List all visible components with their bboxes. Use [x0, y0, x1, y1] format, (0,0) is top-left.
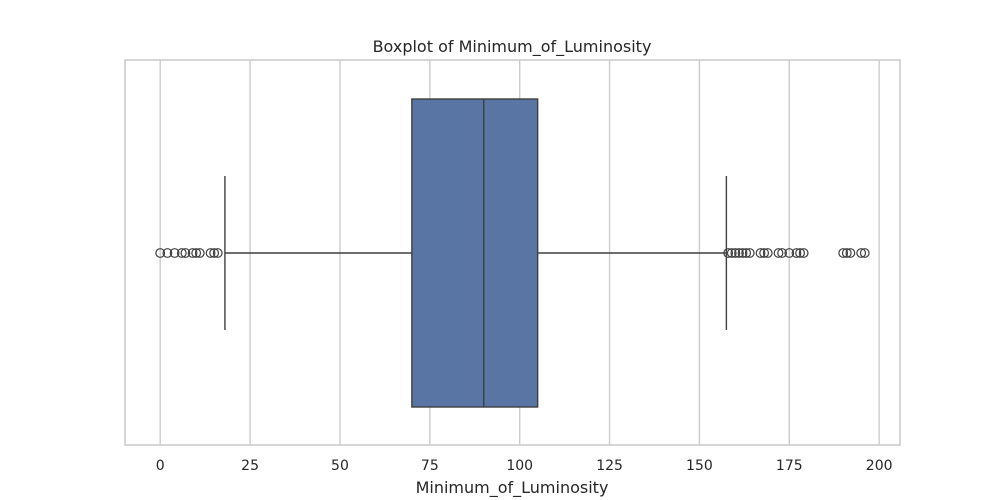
outlier-point	[734, 248, 744, 258]
outlier-point	[737, 248, 748, 258]
x-tick-label-75: 75	[421, 458, 439, 474]
outlier-point	[791, 248, 802, 258]
plot-frame	[124, 59, 901, 446]
outlier-point	[162, 248, 173, 258]
outlier-point	[798, 248, 809, 258]
outlier-point	[169, 248, 180, 258]
outlier-point	[155, 248, 166, 258]
outlier-point	[762, 248, 773, 258]
x-tick-label-175: 175	[776, 458, 803, 474]
iqr-box	[411, 98, 539, 408]
outlier-point	[212, 248, 223, 258]
outlier-point	[845, 248, 856, 258]
outlier-point	[777, 248, 787, 258]
outlier-point	[741, 248, 752, 258]
outlier-point	[726, 248, 737, 258]
x-tick-label-150: 150	[686, 458, 713, 474]
outlier-point	[176, 248, 187, 258]
outlier-point	[723, 248, 734, 258]
outlier-point	[773, 248, 784, 258]
x-tick-labels: 0 25 50 75 100 125 150 175 200	[156, 458, 893, 474]
x-tick-label-0: 0	[156, 458, 165, 474]
x-tick-label-200: 200	[866, 458, 893, 474]
outlier-point	[755, 248, 766, 258]
outlier-point	[744, 248, 755, 258]
outlier-point	[856, 248, 867, 258]
outlier-point	[187, 248, 198, 258]
x-tick-label-125: 125	[596, 458, 623, 474]
outlier-point	[784, 248, 795, 258]
outlier-point	[191, 248, 202, 258]
outlier-point	[859, 248, 870, 258]
outlier-point	[730, 248, 741, 258]
outlier-point	[795, 248, 805, 258]
chart-title: Boxplot of Minimum_of_Luminosity	[373, 37, 652, 57]
x-tick-label-25: 25	[241, 458, 259, 474]
outlier-points	[155, 248, 870, 258]
outlier-point	[838, 248, 849, 258]
outlier-point	[180, 248, 191, 258]
outlier-point	[205, 248, 216, 258]
x-tick-label-100: 100	[506, 458, 533, 474]
outlier-point	[194, 248, 205, 258]
outlier-point	[209, 248, 220, 258]
outlier-point	[841, 248, 852, 258]
x-tick-label-50: 50	[331, 458, 349, 474]
x-axis-label: Minimum_of_Luminosity	[416, 478, 609, 498]
box-group	[224, 98, 728, 408]
outlier-point	[759, 248, 770, 258]
